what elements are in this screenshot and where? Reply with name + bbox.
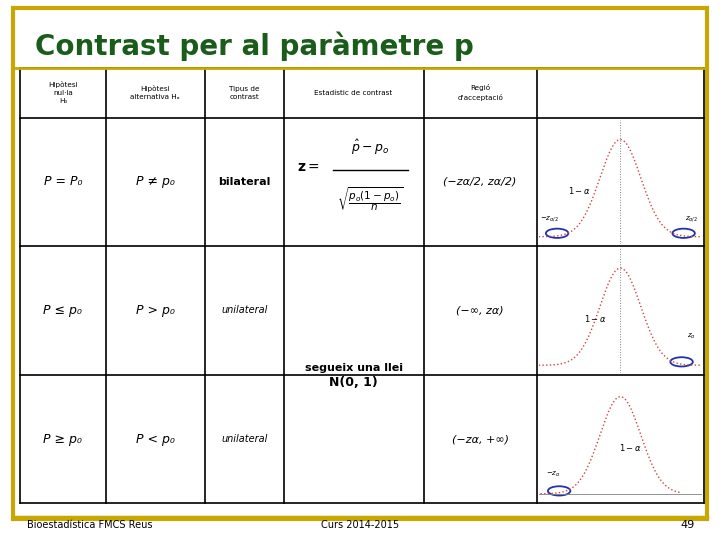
Text: (−∞, zα): (−∞, zα): [456, 306, 504, 315]
Text: Contrast per al paràmetre p: Contrast per al paràmetre p: [35, 31, 473, 60]
Text: P ≤ p₀: P ≤ p₀: [43, 304, 82, 317]
Text: (−zα/2, zα/2): (−zα/2, zα/2): [444, 177, 517, 187]
Text: Estadístic de contrast: Estadístic de contrast: [315, 90, 392, 96]
Text: Tipus de
contrast: Tipus de contrast: [229, 85, 259, 99]
Text: unilateral: unilateral: [221, 306, 267, 315]
Text: Bioestadística FMCS Reus: Bioestadística FMCS Reus: [27, 520, 153, 530]
Text: $z_{\alpha/2}$: $z_{\alpha/2}$: [685, 215, 698, 225]
Text: unilateral: unilateral: [221, 434, 267, 444]
Text: 49: 49: [680, 520, 695, 530]
Text: Hipòtesi
nul·la
H₀: Hipòtesi nul·la H₀: [48, 81, 78, 104]
Text: P = P₀: P = P₀: [44, 176, 82, 188]
Text: $1-\alpha$: $1-\alpha$: [619, 442, 642, 453]
Text: $-z_{\alpha/2}$: $-z_{\alpha/2}$: [539, 215, 559, 225]
Text: P < p₀: P < p₀: [136, 433, 175, 446]
Text: Curs 2014-2015: Curs 2014-2015: [321, 520, 399, 530]
Text: P ≥ p₀: P ≥ p₀: [43, 433, 82, 446]
Text: Regió
d'acceptació: Regió d'acceptació: [457, 84, 503, 101]
Text: $1-\alpha$: $1-\alpha$: [568, 185, 591, 196]
Text: Hipòtesi
alternativa Hₐ: Hipòtesi alternativa Hₐ: [130, 85, 180, 100]
Text: $-z_{\alpha}$: $-z_{\alpha}$: [546, 470, 560, 479]
Text: N(0, 1): N(0, 1): [329, 376, 378, 389]
Text: segueix una llei: segueix una llei: [305, 363, 402, 373]
Text: $\mathbf{z} =$: $\mathbf{z} =$: [297, 160, 320, 174]
Text: $\sqrt{\dfrac{p_o(1-p_o)}{n}}$: $\sqrt{\dfrac{p_o(1-p_o)}{n}}$: [337, 186, 403, 214]
Text: $1-\alpha$: $1-\alpha$: [585, 314, 608, 325]
Text: bilateral: bilateral: [218, 177, 270, 187]
Text: P ≠ p₀: P ≠ p₀: [136, 176, 175, 188]
Text: $\hat{p} - p_o$: $\hat{p} - p_o$: [351, 138, 389, 157]
Text: P > p₀: P > p₀: [136, 304, 175, 317]
Text: (−zα, +∞): (−zα, +∞): [451, 434, 508, 444]
Text: $z_{\alpha}$: $z_{\alpha}$: [688, 332, 696, 341]
